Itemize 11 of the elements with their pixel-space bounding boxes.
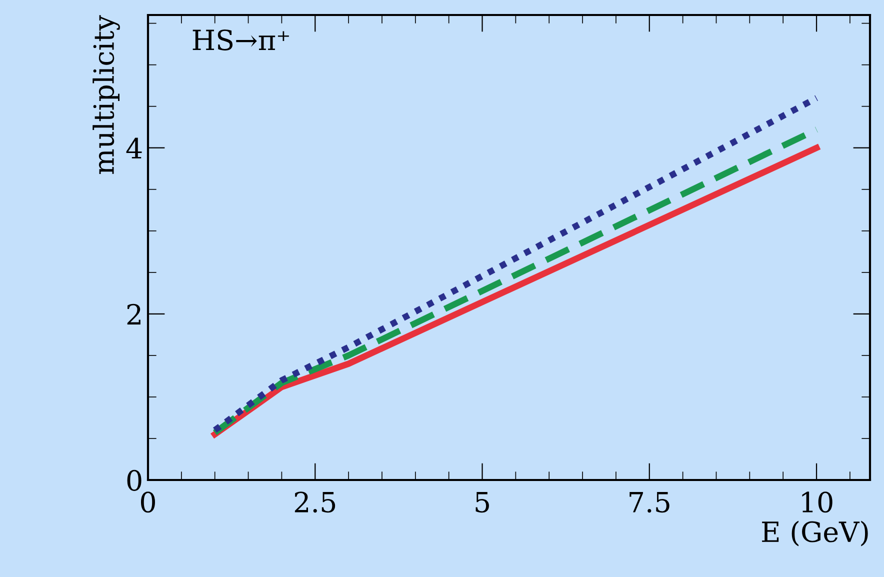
- y-tick-label: 0: [127, 470, 142, 491]
- x-tick-label: 0: [140, 492, 155, 513]
- y-tick-label: 2: [127, 304, 140, 324]
- x-tick-label: 2.5: [294, 492, 336, 513]
- annotation: HS→π⁺: [192, 29, 289, 50]
- y-axis-title: multiplicity: [92, 15, 120, 174]
- x-tick-label: 5: [476, 492, 489, 513]
- x-axis-title: E (GeV): [762, 520, 868, 546]
- y-tick-label: 4: [126, 138, 142, 158]
- x-tick-label: 7.5: [630, 492, 670, 513]
- x-tick-label: 10: [802, 492, 832, 513]
